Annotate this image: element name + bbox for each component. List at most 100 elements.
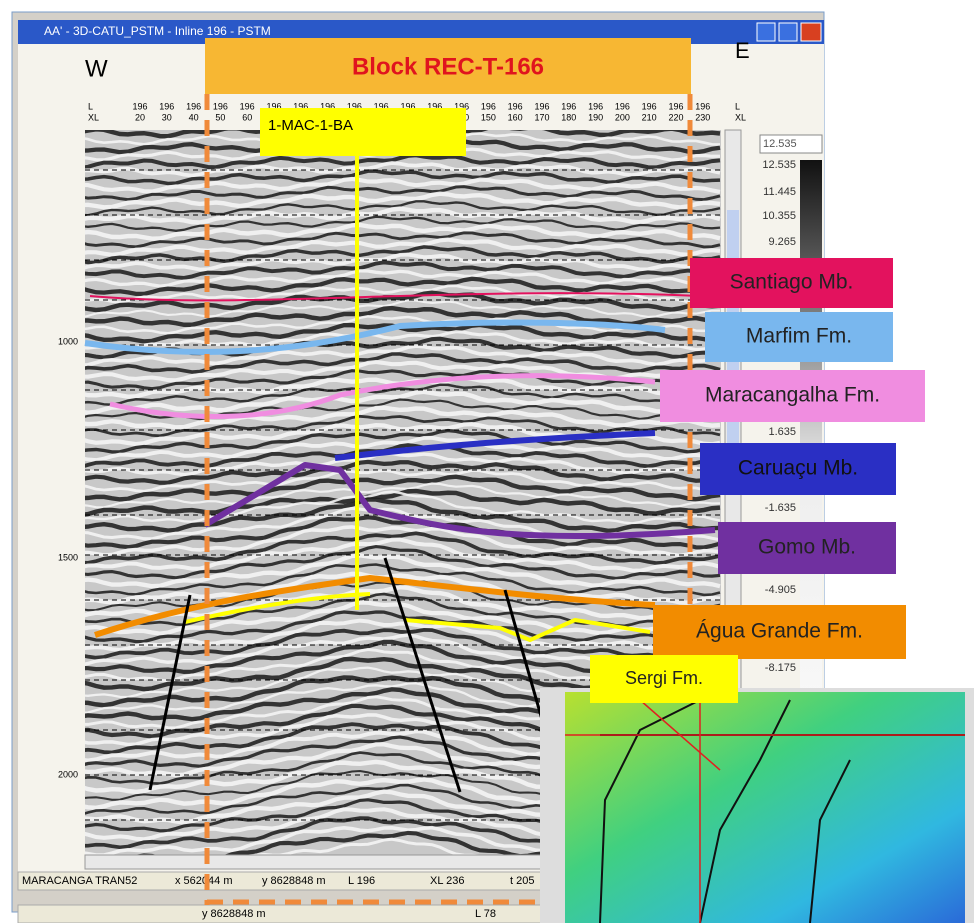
horizon bbox=[109, 373, 656, 419]
reflector bbox=[85, 490, 721, 525]
depth-axis: 1000 1500 2000 bbox=[58, 336, 78, 779]
west-label: W bbox=[85, 55, 108, 82]
formation-name: Caruaçu Mb. bbox=[738, 457, 858, 480]
reflector bbox=[85, 405, 721, 430]
scale-tick-label: 10.355 bbox=[762, 210, 796, 222]
reflector bbox=[85, 352, 721, 374]
depth-tick-label: 1000 bbox=[58, 336, 78, 346]
east-label: E bbox=[735, 38, 750, 63]
reflector bbox=[251, 837, 482, 855]
reflector bbox=[85, 563, 721, 597]
minimize-button[interactable] bbox=[756, 22, 776, 42]
reflector bbox=[85, 383, 721, 406]
reflector bbox=[85, 206, 721, 225]
formation-box bbox=[660, 370, 925, 422]
reflector bbox=[85, 618, 721, 653]
reflector bbox=[85, 537, 721, 573]
map-section-line bbox=[565, 692, 965, 923]
reflector bbox=[85, 231, 721, 249]
reflector bbox=[85, 443, 721, 469]
inline-label: 196 bbox=[240, 101, 255, 111]
formation-box bbox=[690, 258, 893, 308]
reflector bbox=[85, 260, 721, 280]
crossline-label: 210 bbox=[642, 112, 657, 122]
crossline-label: 150 bbox=[481, 112, 496, 122]
reflector bbox=[85, 610, 721, 645]
crossline-label: 170 bbox=[534, 112, 549, 122]
horizon bbox=[84, 319, 666, 355]
inline-label: 196 bbox=[454, 101, 469, 111]
reflector bbox=[85, 185, 721, 202]
reflector bbox=[85, 330, 721, 352]
scale-tick-label: 9.265 bbox=[768, 236, 796, 248]
fault bbox=[383, 557, 462, 793]
crossline-label: 190 bbox=[588, 112, 603, 122]
reflector bbox=[85, 153, 721, 170]
reflector bbox=[85, 482, 721, 509]
reflector bbox=[85, 428, 721, 454]
reflector bbox=[85, 571, 721, 605]
bottom-item: y 8628848 m bbox=[202, 908, 266, 920]
fault bbox=[148, 594, 192, 791]
reflector bbox=[85, 222, 721, 241]
horizon bbox=[203, 462, 716, 540]
crossline-label: 220 bbox=[668, 112, 683, 122]
inline-label: 196 bbox=[508, 101, 523, 111]
status-item: x 562044 m bbox=[175, 875, 232, 887]
reflector bbox=[85, 276, 721, 297]
formation-box bbox=[653, 605, 906, 659]
inline-label: 196 bbox=[347, 101, 362, 111]
maximize-button[interactable] bbox=[778, 22, 798, 42]
scale-tick-label: -1.635 bbox=[765, 502, 796, 514]
reflector bbox=[85, 435, 721, 463]
inline-label: 196 bbox=[293, 101, 308, 111]
inline-label: 196 bbox=[132, 101, 147, 111]
well-label: 1-MAC-1-BA bbox=[268, 117, 353, 134]
crossline-label: 20 bbox=[135, 112, 145, 122]
reflector bbox=[85, 305, 721, 328]
status-item: XL 236 bbox=[430, 875, 464, 887]
close-button[interactable] bbox=[800, 22, 822, 42]
reflector bbox=[85, 130, 721, 139]
inline-label: 196 bbox=[186, 101, 201, 111]
block-box bbox=[205, 38, 691, 94]
inline-label: 196 bbox=[213, 101, 228, 111]
scale-tick-label: 1.635 bbox=[768, 426, 796, 438]
formation-name: Água Grande Fm. bbox=[696, 620, 863, 643]
crossline-label: 160 bbox=[508, 112, 523, 122]
reflector bbox=[85, 315, 721, 335]
color-scale: 12.535 11.445 10.355 9.265 1.635 -1.635 -4.905… bbox=[762, 159, 796, 674]
formation-box bbox=[590, 655, 738, 703]
reflector bbox=[85, 191, 721, 210]
reflector bbox=[85, 344, 721, 367]
reflector bbox=[134, 830, 720, 855]
reflector bbox=[85, 627, 721, 660]
scale-tick-label: -8.175 bbox=[765, 662, 796, 674]
crossline-label: 50 bbox=[215, 112, 225, 122]
status-items: MARACANGA TRAN52 x 562044 m y 8628848 m L 1… bbox=[22, 875, 534, 887]
crossline-label: 30 bbox=[162, 112, 172, 122]
reflector bbox=[85, 474, 721, 502]
scale-tick-label: 12.535 bbox=[762, 159, 796, 171]
crossline-label: 60 bbox=[242, 112, 252, 122]
reflector bbox=[85, 525, 721, 558]
well-box bbox=[260, 108, 466, 156]
formation-labels: Santiago Mb. Marfim Fm. Maracangalha Fm. Ca… bbox=[590, 258, 925, 703]
inline-label: 196 bbox=[320, 101, 335, 111]
scale-input[interactable] bbox=[759, 134, 823, 154]
status-item: L 196 bbox=[348, 875, 375, 887]
status-item: MARACANGA TRAN52 bbox=[22, 875, 137, 887]
reflector bbox=[85, 245, 721, 265]
reflector bbox=[85, 176, 721, 194]
inline-label: 196 bbox=[400, 101, 415, 111]
formation-name: Gomo Mb. bbox=[758, 536, 856, 559]
crossline-label: 230 bbox=[695, 112, 710, 122]
reflector bbox=[85, 497, 721, 534]
formation-name: Marfim Fm. bbox=[746, 325, 852, 348]
inline-label: 196 bbox=[427, 101, 442, 111]
reflector bbox=[85, 215, 721, 232]
formation-name: Sergi Fm. bbox=[625, 668, 703, 688]
crossline-label: 200 bbox=[615, 112, 630, 122]
